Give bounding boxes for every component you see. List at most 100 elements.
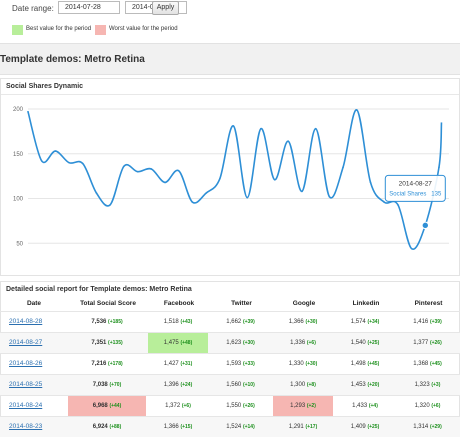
google-cell-value: 1,330: [288, 361, 304, 367]
linkedin-cell-value: 1,409: [350, 424, 366, 430]
google-cell: 1,300 (+8): [273, 375, 333, 395]
pinterest-cell-value: 1,323: [414, 382, 430, 388]
data-point: [54, 150, 57, 152]
table-row: 2014-08-23 6,924 (+88) 1,366 (+15) 1,524 (+…: [0, 416, 460, 437]
col-header-facebook: Facebook: [163, 300, 195, 307]
linkedin-cell-value: 1,540: [350, 340, 366, 346]
score-cell-delta: (+135): [108, 340, 123, 346]
google-cell-delta: (+2): [306, 403, 316, 409]
twitter-cell: 1,593 (+33): [210, 354, 271, 374]
data-point: [82, 162, 84, 165]
google-cell-delta: (+30): [305, 319, 318, 325]
highlighted-point: [421, 221, 429, 230]
google-cell-value: 1,300: [290, 382, 306, 388]
score-cell: 6,924 (+88): [68, 417, 146, 437]
worst-legend-label: Worst value for the period: [109, 26, 178, 32]
apply-button[interactable]: Apply: [152, 1, 179, 15]
score-cell-value: 7,216: [91, 361, 107, 367]
linkedin-cell-value: 1,453: [350, 382, 366, 388]
col-header-google: Google: [292, 300, 316, 307]
linkedin-cell: 1,433 (+4): [335, 396, 395, 416]
linkedin-cell-delta: (+25): [367, 424, 380, 430]
date-range-label: Date range:: [12, 4, 54, 13]
linkedin-cell-value: 1,433: [352, 403, 368, 409]
google-cell-value: 1,336: [290, 340, 306, 346]
data-point: [314, 127, 317, 130]
score-cell: 7,351 (+135): [68, 333, 146, 353]
data-point: [273, 178, 276, 181]
score-cell-delta: (+88): [109, 424, 122, 430]
date-from-input[interactable]: 2014-07-28: [58, 1, 120, 14]
pinterest-cell-delta: (+39): [429, 319, 442, 325]
y-tick-label: 100: [13, 197, 24, 203]
col-header-pinterest: Pinterest: [414, 300, 443, 307]
card-divider: [1, 94, 459, 95]
score-cell: 7,536 (+185): [68, 312, 146, 332]
data-point: [232, 125, 235, 127]
data-point: [109, 203, 111, 206]
data-point: [342, 166, 344, 168]
row-date-link[interactable]: 2014-08-24: [9, 402, 43, 409]
twitter-cell-value: 1,662: [226, 319, 242, 325]
score-cell-value: 6,968: [92, 403, 108, 409]
data-point: [301, 190, 303, 193]
pinterest-cell-value: 1,320: [414, 403, 430, 409]
data-point: [356, 109, 358, 111]
google-cell-delta: (+17): [305, 424, 318, 430]
pinterest-cell: 1,368 (+45): [397, 354, 458, 374]
data-point: [150, 168, 153, 170]
linkedin-cell: 1,409 (+25): [335, 417, 395, 437]
date-range-toolbar: Date range: 2014-07-28 2014-08-28 Apply: [0, 0, 460, 20]
twitter-cell-value: 1,593: [226, 361, 242, 367]
linkedin-cell-delta: (+34): [367, 319, 380, 325]
pinterest-cell-delta: (+45): [429, 361, 442, 367]
linkedin-cell: 1,574 (+34): [335, 312, 395, 332]
row-date-link[interactable]: 2014-08-28: [9, 318, 43, 325]
facebook-cell-value: 1,427: [163, 361, 179, 367]
facebook-cell-delta: (+6): [181, 403, 191, 409]
line-chart[interactable]: 0501001502002014-07-292014-08-052014-08-…: [1, 95, 459, 275]
google-cell: 1,293 (+2): [273, 396, 333, 416]
chart-card: Social Shares Dynamic 0501001502002014-0…: [0, 78, 460, 276]
linkedin-cell-delta: (+20): [367, 382, 380, 388]
col-header-score: Total Social Score: [80, 300, 136, 307]
data-point: [177, 169, 180, 172]
tooltip-box: [384, 174, 446, 202]
table-row: 2014-08-25 7,038 (+70) 1,396 (+24) 1,560 (+…: [0, 374, 460, 395]
linkedin-cell-value: 1,498: [350, 361, 366, 367]
facebook-cell: 1,518 (+43): [148, 312, 208, 332]
pinterest-cell: 1,320 (+6): [397, 396, 458, 416]
linkedin-cell-value: 1,574: [350, 319, 366, 325]
facebook-cell-delta: (+48): [180, 340, 193, 346]
linkedin-cell: 1,453 (+20): [335, 375, 395, 395]
score-cell-value: 7,038: [92, 382, 108, 388]
row-date-link[interactable]: 2014-08-23: [9, 423, 43, 430]
col-header-date: Date: [26, 300, 42, 307]
data-point: [328, 195, 331, 198]
tooltip-value: 135: [431, 191, 442, 197]
data-point: [205, 192, 207, 194]
linkedin-cell: 1,540 (+25): [335, 333, 395, 353]
data-point: [191, 201, 194, 203]
twitter-cell-delta: (+26): [242, 403, 255, 409]
row-date-link[interactable]: 2014-08-26: [9, 360, 43, 367]
google-cell: 1,336 (+6): [273, 333, 333, 353]
pinterest-cell-delta: (+6): [431, 403, 441, 409]
data-point: [410, 247, 413, 250]
facebook-cell: 1,396 (+24): [148, 375, 208, 395]
table-row: 2014-08-28 7,536 (+185) 1,518 (+43) 1,662 (…: [0, 311, 460, 332]
twitter-cell: 1,550 (+26): [210, 396, 271, 416]
twitter-cell-delta: (+33): [242, 361, 255, 367]
facebook-cell-delta: (+15): [180, 424, 193, 430]
data-point: [219, 178, 221, 180]
facebook-cell-delta: (+31): [180, 361, 193, 367]
row-date-link[interactable]: 2014-08-27: [9, 339, 43, 346]
table-row: 2014-08-26 7,216 (+178) 1,427 (+31) 1,593 (…: [0, 353, 460, 374]
twitter-cell: 1,560 (+10): [210, 375, 271, 395]
data-point: [260, 127, 262, 130]
row-date-link[interactable]: 2014-08-25: [9, 381, 43, 388]
facebook-cell: 1,427 (+31): [148, 354, 208, 374]
twitter-cell-value: 1,550: [226, 403, 242, 409]
pinterest-cell: 1,416 (+39): [397, 312, 458, 332]
pinterest-cell: 1,323 (+3): [397, 375, 458, 395]
